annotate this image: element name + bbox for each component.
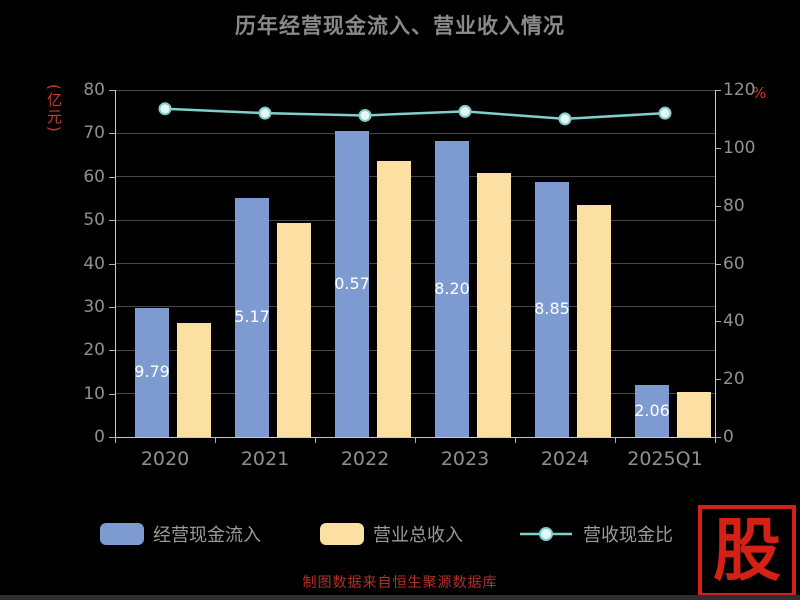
left-axis-tick-label: 10 [83,383,105,404]
legend-label-cash-ratio: 营收现金比 [583,525,673,546]
x-axis-label: 2021 [240,448,290,470]
bar-value-label: 8.20 [434,279,470,299]
x-axis-label: 2020 [140,448,190,470]
left-axis-line [115,90,116,437]
chart-title: 历年经营现金流入、营业收入情况 [235,14,565,38]
bar-total-revenue [377,161,411,437]
bar-value-label: 0.57 [334,273,370,293]
ratio-line-marker [558,112,572,126]
left-axis-tickmark [109,437,115,438]
right-axis-tickmark [715,147,721,149]
bar-total-revenue [277,223,311,437]
right-axis-tick-label: 40 [723,311,745,332]
bar-operating-cash [435,141,469,437]
left-axis-tickmark [109,220,115,222]
ratio-line-marker [458,104,472,118]
x-axis-label: 2023 [440,448,490,470]
right-axis-tick-label: 0 [723,427,734,447]
gridline [115,176,715,178]
legend-swatch-cash-ratio-line-icon [520,527,572,541]
ratio-line-marker [658,106,672,120]
right-axis-tick-label: 60 [723,253,745,274]
right-axis-tickmark [715,90,721,91]
bar-value-label: 9.79 [134,362,170,382]
legend-item-total-revenue[interactable]: 营业总收入 [320,521,463,547]
data-source-caption: 制图数据来自恒生聚源数据库 [302,575,498,591]
ratio-line [164,107,666,121]
bar-operating-cash [135,307,169,437]
bar-operating-cash [535,181,569,437]
left-axis-tick-label: 60 [83,166,105,187]
gridline [115,306,715,308]
x-axis-label: 2024 [540,448,590,470]
bar-value-label: 5.17 [234,307,270,327]
gridline [115,219,715,221]
stock-logo-character: 股 [712,511,781,591]
x-axis-label: 2025Q1 [627,448,703,470]
legend-item-cash-ratio[interactable]: 营收现金比 [518,521,673,547]
left-axis-tickmark [109,393,115,395]
left-axis-tickmark [109,306,115,308]
gridline [115,349,715,351]
x-axis-tickmark [515,437,516,443]
left-axis-tick-label: 40 [83,253,105,274]
bar-operating-cash [635,384,669,437]
left-axis-tickmark [109,176,115,178]
right-axis-unit: % [752,84,767,102]
right-axis-tick-label: 120 [723,80,756,100]
left-axis-tickmark [109,133,115,135]
legend-label-operating-cash: 经营现金流入 [153,525,261,546]
x-axis-tickmark [315,437,316,443]
x-axis-tickmark [415,437,416,443]
legend-label-total-revenue: 营业总收入 [373,525,463,546]
bar-total-revenue [577,204,611,437]
bar-value-label: 8.85 [534,299,570,319]
bar-total-revenue [177,322,211,437]
left-axis-tick-label: 80 [83,80,105,100]
right-axis-tick-label: 100 [723,137,756,158]
x-axis-tickmark [715,437,716,443]
left-axis-tick-label: 50 [83,210,105,231]
right-axis-tickmark [715,263,721,265]
gridline [115,393,715,395]
ratio-line-marker [258,106,272,120]
gridline [115,263,715,264]
right-axis-tickmark [715,205,721,207]
bar-operating-cash [335,130,369,437]
right-axis-tickmark [715,321,721,323]
left-axis-unit: (亿元) [45,84,63,134]
left-axis-tickmark [109,350,115,352]
left-axis-tick-label: 70 [83,123,105,144]
bar-value-label: 2.06 [634,400,670,420]
legend-item-operating-cash[interactable]: 经营现金流入 [100,521,261,547]
stock-logo: 股 [698,505,796,597]
right-axis-tick-label: 20 [723,369,745,390]
ratio-line-marker [158,102,172,116]
legend-swatch-total-revenue [320,523,364,545]
bar-total-revenue [677,391,711,437]
right-axis-tickmark [715,379,721,381]
bar-total-revenue [477,172,511,437]
gridline [115,89,715,91]
left-axis-tick-label: 0 [94,427,105,447]
x-axis-tickmark [115,437,116,443]
bottom-bar [0,595,800,600]
left-axis-tickmark [109,90,115,91]
left-axis-tick-label: 30 [83,296,105,317]
left-axis-tickmark [109,263,115,265]
x-axis-tickmark [215,437,216,443]
gridline [115,132,715,134]
left-axis-tick-label: 20 [83,340,105,361]
legend-swatch-operating-cash [100,523,144,545]
x-axis-tickmark [615,437,616,443]
bar-operating-cash [235,197,269,437]
ratio-line-marker [358,108,372,122]
right-axis-line [715,90,716,437]
right-axis-tickmark [715,437,721,438]
x-axis-label: 2022 [340,448,390,470]
right-axis-tick-label: 80 [723,195,745,216]
